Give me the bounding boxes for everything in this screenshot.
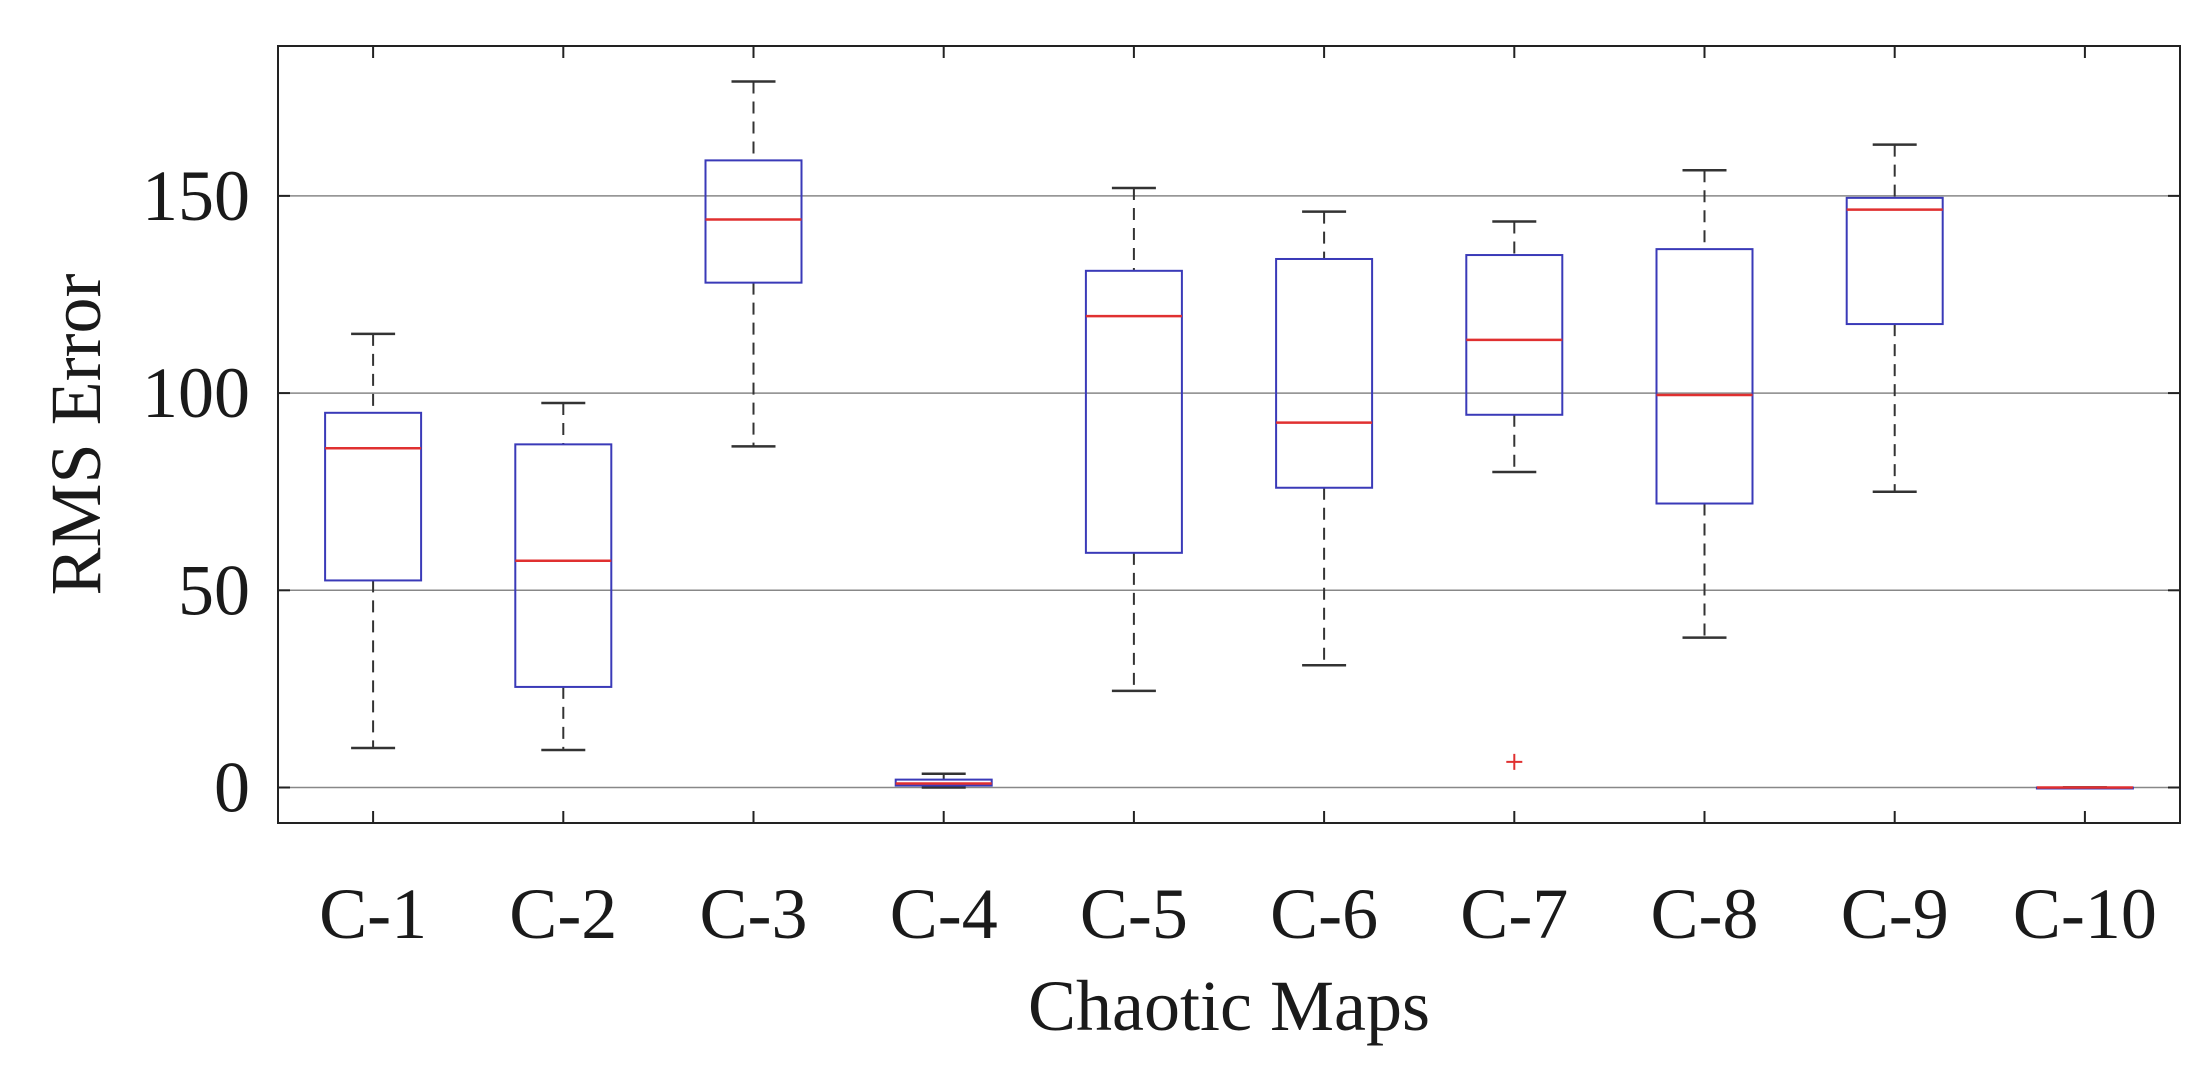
x-tick-label: C-7: [1460, 874, 1568, 954]
box-series: [324, 80, 2134, 790]
box-c-7: [1465, 220, 1564, 770]
y-tick-label: 50: [178, 550, 250, 630]
y-tick-label: 150: [142, 156, 250, 236]
box-c-10: [2035, 786, 2134, 790]
iqr-box: [1275, 257, 1374, 489]
x-axis-ticks: C-1 C-2 C-3 C-4 C-5 C-6 C-7 C-8 C-9 C-10: [319, 46, 2157, 954]
x-tick-label: C-6: [1270, 874, 1378, 954]
plot-area-frame: [277, 45, 2181, 824]
y-tick-label: 0: [214, 748, 250, 828]
x-tick-label: C-4: [890, 874, 998, 954]
box-c-6: [1275, 210, 1374, 667]
x-tick-label: C-1: [319, 874, 427, 954]
box-c-1: [324, 332, 423, 750]
box-c-5: [1084, 186, 1183, 693]
x-tick-label: C-10: [2013, 874, 2157, 954]
iqr-box: [1465, 254, 1564, 416]
x-tick-label: C-8: [1651, 874, 1759, 954]
iqr-box: [704, 159, 803, 284]
x-tick-label: C-2: [509, 874, 617, 954]
iqr-box: [1845, 196, 1944, 326]
x-tick-label: C-9: [1841, 874, 1949, 954]
iqr-box: [514, 443, 613, 688]
y-axis-title: RMS Error: [36, 273, 116, 595]
box-c-8: [1655, 168, 1754, 639]
y-axis-ticks: 0 50 100 150: [142, 156, 2180, 828]
box-c-3: [704, 80, 803, 448]
iqr-box: [324, 411, 423, 582]
box-c-2: [514, 401, 613, 752]
y-tick-label: 100: [142, 353, 250, 433]
x-tick-label: C-5: [1080, 874, 1188, 954]
iqr-box: [1655, 248, 1754, 505]
box-c-4: [894, 772, 993, 789]
iqr-box: [1084, 269, 1183, 554]
x-axis-title: Chaotic Maps: [1028, 966, 1430, 1046]
x-tick-label: C-3: [700, 874, 808, 954]
box-c-9: [1845, 143, 1944, 493]
grid-lines: [278, 195, 2180, 789]
